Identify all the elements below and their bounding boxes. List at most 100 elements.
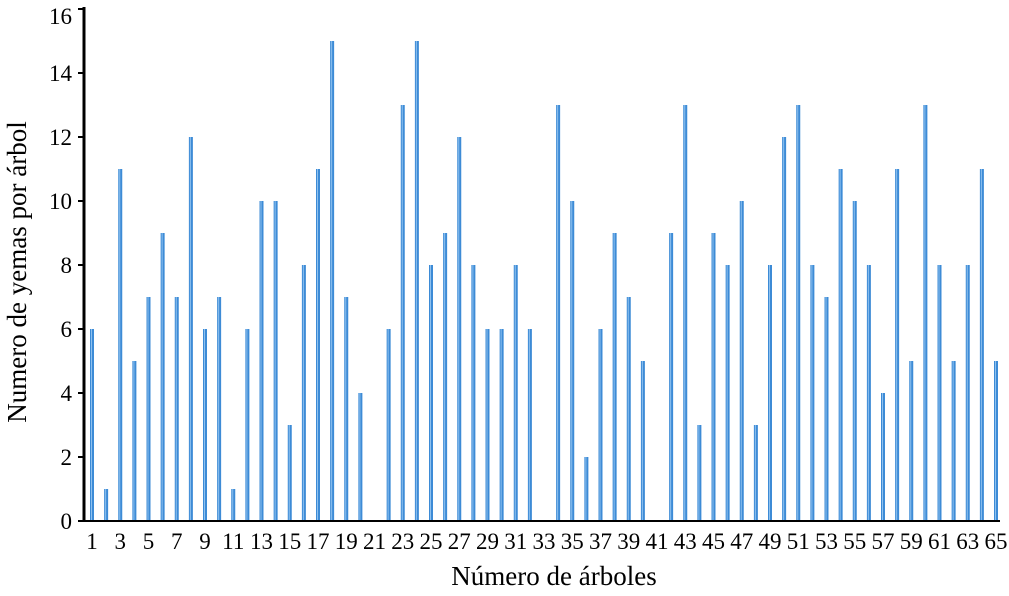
x-tick-label: 43 [674, 529, 697, 554]
x-tick-label: 39 [617, 529, 640, 554]
x-tick-label: 25 [420, 529, 443, 554]
x-tick-label: 7 [171, 529, 183, 554]
x-tick-label: 31 [504, 529, 527, 554]
bar-highlight [500, 329, 502, 521]
bar-highlight [302, 265, 304, 521]
bar-highlight [557, 105, 559, 521]
bar-highlight [444, 233, 446, 521]
bar-highlight [317, 169, 318, 521]
y-tick-label: 10 [49, 189, 72, 214]
y-tick-label: 12 [49, 125, 72, 150]
x-tick-label: 37 [589, 529, 612, 554]
x-tick-label: 15 [278, 529, 301, 554]
bar-highlight [458, 137, 460, 521]
x-tick-label: 17 [307, 529, 330, 554]
bar-highlight [133, 361, 135, 521]
x-tick-label: 29 [476, 529, 499, 554]
bar-highlight [910, 361, 912, 521]
x-tick-label: 33 [533, 529, 556, 554]
bar-highlight [161, 233, 163, 521]
bar-highlight [472, 265, 474, 521]
bar-highlight [726, 265, 728, 521]
y-tick-label: 4 [61, 381, 73, 406]
bar-highlight [260, 201, 262, 521]
x-axis-title: Número de árboles [451, 561, 656, 591]
bar-highlight [839, 169, 841, 521]
y-tick-label: 2 [61, 445, 73, 470]
bar-highlight [359, 393, 361, 521]
bar-highlight [613, 233, 615, 521]
bar-highlight [91, 329, 92, 521]
bar-highlight [119, 169, 121, 521]
bar-highlight [627, 297, 629, 521]
bar-highlight [175, 297, 177, 521]
bar-highlight [783, 137, 785, 521]
x-tick-label: 11 [222, 529, 244, 554]
bar-highlight [995, 361, 996, 521]
bar-highlight [204, 329, 205, 521]
bar-highlight [401, 105, 403, 521]
x-tick-label: 51 [787, 529, 810, 554]
bar-highlight [345, 297, 347, 521]
x-tick-label: 55 [843, 529, 866, 554]
bar-highlight [867, 265, 869, 521]
bar-highlight [712, 233, 714, 521]
bar-highlight [896, 169, 898, 521]
bar-highlight [331, 41, 333, 521]
axes-group [82, 7, 1000, 522]
x-tick-label: 9 [199, 529, 211, 554]
bar-highlight [105, 489, 107, 521]
x-ticks-group: 1 3 5 7 9 11 13 15 17 19 21 23 25 27 29 31 33 35 37 39 41 43 4… [86, 529, 1007, 554]
x-tick-label: 5 [143, 529, 155, 554]
x-tick-label: 19 [335, 529, 358, 554]
bar-highlight [599, 329, 601, 521]
x-tick-label: 45 [702, 529, 725, 554]
bar-highlight [514, 265, 516, 521]
bar-highlight [769, 265, 770, 521]
x-tick-label: 57 [872, 529, 895, 554]
y-tick-label: 6 [61, 317, 73, 342]
x-tick-label: 41 [646, 529, 669, 554]
bar-highlight [528, 329, 530, 521]
x-tick-label: 1 [86, 529, 98, 554]
bar-highlight [288, 425, 290, 521]
x-tick-label: 23 [391, 529, 414, 554]
bar-highlight [232, 489, 234, 521]
bar-highlight [853, 201, 855, 521]
x-tick-label: 59 [900, 529, 923, 554]
bar-highlight [571, 201, 573, 521]
y-tick-label: 0 [61, 509, 73, 534]
bar-highlight [740, 201, 742, 521]
y-tick-label: 16 [49, 4, 72, 29]
bar-highlight [274, 201, 276, 521]
bar-highlight [811, 265, 813, 521]
x-tick-label: 49 [759, 529, 782, 554]
x-tick-label: 61 [928, 529, 951, 554]
bar-highlight [387, 329, 389, 521]
y-tick-label: 14 [49, 61, 73, 86]
bar-highlight [882, 393, 883, 521]
bar-highlight [430, 265, 431, 521]
bar-highlight [966, 265, 968, 521]
bar-highlight [246, 329, 248, 521]
bar-highlight [754, 425, 756, 521]
bar-highlight [147, 297, 149, 521]
bar-highlight [218, 297, 220, 521]
bar-highlight [684, 105, 686, 521]
x-tick-label: 63 [956, 529, 979, 554]
bar-highlight [585, 457, 587, 521]
bar-highlight [698, 425, 700, 521]
x-tick-label: 35 [561, 529, 584, 554]
y-tick-label: 8 [61, 253, 73, 278]
bar-highlight [952, 361, 954, 521]
bar-highlight [825, 297, 827, 521]
bar-highlight [189, 137, 191, 521]
x-tick-label: 27 [448, 529, 471, 554]
bar-highlight [486, 329, 488, 521]
bar-highlight [938, 265, 940, 521]
bar-highlight [641, 361, 643, 521]
bars-group [90, 41, 998, 521]
bar-highlight [415, 41, 417, 521]
